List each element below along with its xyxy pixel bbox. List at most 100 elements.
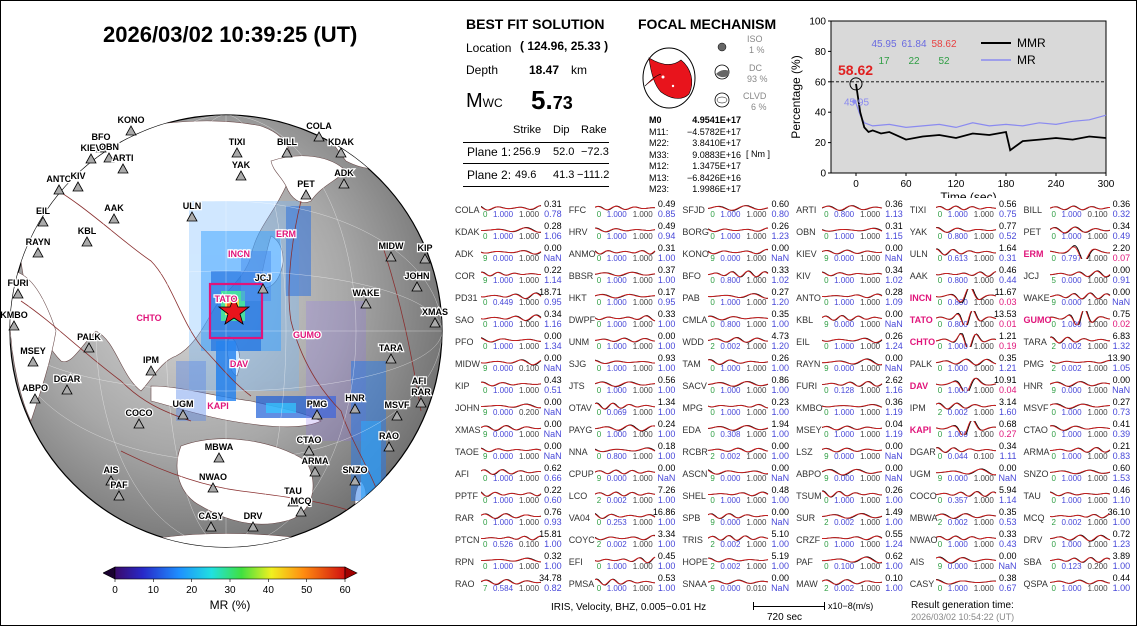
station-marker: GUMO	[292, 329, 322, 341]
station-weight: 1.000	[1061, 210, 1082, 219]
station-cell: CHTO 1.21 0.19 0 1.000 1.000	[906, 331, 1020, 354]
station-marker: DGAR	[53, 373, 82, 395]
station-scale: 1.000	[860, 386, 881, 395]
station-weight: 0.000	[1061, 298, 1082, 307]
station-weight: 0.613	[947, 254, 968, 263]
station-cell: BORG 0.26 1.23 0 1.000 1.000	[678, 221, 792, 244]
station-peak-amp: 0.00	[885, 441, 903, 451]
station-label: KDAK	[328, 137, 354, 147]
x-tick-label: 120	[948, 179, 965, 190]
iso-label: ISO	[747, 34, 763, 44]
synthetic-trace	[935, 358, 996, 366]
station-mr-value: 1.00	[544, 561, 562, 571]
station-scale: 1.000	[1087, 298, 1108, 307]
synthetic-trace	[935, 579, 996, 585]
station-peak-amp: 0.04	[885, 419, 903, 429]
station-flag: 0	[1051, 496, 1056, 505]
waveform-trace	[708, 447, 769, 453]
observed-trace	[1049, 381, 1110, 387]
station-peak-amp: 0.36	[885, 397, 903, 407]
waveform-trace	[935, 468, 996, 476]
station-scale: 1.000	[746, 518, 767, 527]
station-peak-amp: 0.33	[657, 309, 676, 319]
x-tick-label: 0	[853, 179, 859, 190]
station-code: ASCN	[682, 469, 708, 479]
station-scale: 1.000	[632, 562, 653, 571]
station-code: COLA	[455, 205, 480, 215]
station-label-highlight: GUMO	[293, 330, 321, 340]
station-cell: KDAK 0.28 1.06 0 1.000 1.000	[451, 221, 565, 244]
station-flag: 0	[937, 276, 943, 285]
station-peak-amp: 0.35	[771, 309, 790, 319]
peak-marker	[849, 77, 863, 91]
station-cell: PALK 0.35 1.21 0 1.000 1.000	[906, 353, 1020, 376]
station-flag: 2	[1051, 342, 1056, 351]
station-triangle-icon	[37, 216, 49, 227]
station-weight: 0.449	[493, 298, 514, 307]
station-weight: 1.000	[606, 364, 627, 373]
station-weight: 0.100	[834, 562, 855, 571]
station-flag: 9	[824, 364, 829, 373]
station-scale: 1.000	[860, 254, 881, 263]
station-cell: NNA 0.18 1.00 0 0.800 1.000	[565, 441, 679, 464]
beachball	[642, 47, 696, 109]
station-label: COLA	[306, 121, 332, 131]
station-cell: DRV 0.72 1.23 0 1.000 1.000	[1020, 529, 1134, 552]
station-marker: KIV	[69, 170, 87, 192]
station-mr-value: 1.00	[885, 495, 903, 505]
station-cell: ANMO 0.31 1.00 0 1.000 1.000	[565, 243, 679, 266]
station-marker: CHTO	[135, 312, 163, 324]
synthetic-trace	[481, 513, 542, 519]
station-code: NWAO	[909, 535, 938, 545]
station-cell: TRIS 5.10 1.00 2 0.002 1.000	[678, 529, 792, 552]
station-peak-amp: 0.26	[885, 331, 903, 341]
station-cell: KMBO 0.36 1.19 0 1.000 1.000	[792, 397, 906, 420]
station-label: KMBO	[1, 310, 28, 320]
station-mr-value: NaN	[998, 473, 1017, 483]
station-mr-value: 0.83	[1112, 451, 1131, 461]
station-code: TRIS	[682, 535, 703, 545]
station-scale: 1.000	[860, 540, 881, 549]
waveform-trace	[594, 556, 655, 564]
station-code: PPTF	[455, 491, 479, 501]
station-flag: 9	[483, 364, 488, 373]
station-peak-amp: 36.10	[1107, 507, 1131, 517]
station-mr-value: 1.00	[657, 341, 676, 351]
station-peak-amp: 0.00	[885, 463, 903, 473]
synthetic-trace	[594, 271, 655, 277]
station-flag: 0	[1051, 474, 1056, 483]
mr-value-label: 45.95	[844, 98, 869, 109]
station-scale: 1.000	[746, 496, 767, 505]
station-label: ANTO	[46, 174, 71, 184]
station-cell: ARMA 0.21 0.83 0 1.000 1.000	[1020, 441, 1134, 464]
station-marker: IPM	[142, 354, 160, 376]
station-peak-amp: 0.68	[998, 419, 1017, 429]
station-scale: 0.200	[519, 408, 540, 417]
location-value: ( 124.96, 25.33 )	[520, 39, 609, 53]
event-datetime: 2026/03/02 10:39:25 (UT)	[103, 22, 358, 47]
station-cell: SNAA 0.00 NaN 9 0.000 0.010	[678, 573, 792, 596]
station-scale: 1.000	[746, 474, 767, 483]
station-label: UGM	[173, 399, 194, 409]
colorbar-ticks: 0 10 20 30 40 50 60	[112, 579, 351, 596]
station-code: MIDW	[455, 359, 480, 369]
station-peak-amp: 0.93	[657, 353, 676, 363]
synthetic-trace	[481, 359, 542, 366]
station-code: AFI	[455, 469, 470, 479]
waveform-trace	[594, 227, 655, 233]
station-weight: 0.800	[834, 210, 855, 219]
mw-value-decimals: 73	[552, 93, 573, 113]
station-peak-amp: 0.35	[998, 353, 1017, 363]
station-mr-value: 1.19	[885, 407, 903, 417]
station-flag: 9	[710, 518, 715, 527]
station-flag: 2	[596, 540, 602, 549]
station-marker: ANTO	[45, 173, 73, 195]
station-scale: 1.000	[632, 210, 653, 219]
station-mr-value: 1.00	[771, 495, 790, 505]
station-mr-value: 0.67	[998, 583, 1017, 593]
station-cell: HRV 0.49 0.94 0 1.000 1.000	[565, 221, 679, 244]
station-triangle-icon	[145, 365, 157, 376]
station-marker: BFO	[90, 131, 112, 153]
station-scale: 1.000	[1087, 452, 1108, 461]
synthetic-trace	[935, 377, 996, 391]
